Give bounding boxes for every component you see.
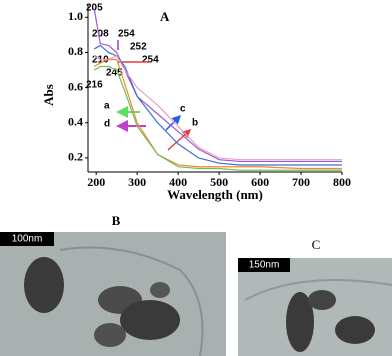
series-line [93,8,342,163]
annotation: 208 [92,29,109,40]
annotation: 245 [106,68,123,79]
y-tick-label: 0.2 [68,150,83,164]
annotation: 254 [118,29,135,40]
y-tick-label: 0.4 [68,115,83,129]
annotation: 210 [92,55,109,66]
series-line [93,65,342,171]
series-line [93,58,342,170]
panel-label: B [112,213,121,228]
film-edge [59,246,204,356]
x-tick-label: 700 [292,175,310,189]
annotation: 252 [130,42,147,53]
image-c: C 150nm [238,237,392,356]
x-tick-label: 300 [128,175,146,189]
annotation: 216 [86,80,103,91]
panel-label: C [312,237,321,252]
scale-label: 100nm [12,234,43,245]
particle [335,316,375,344]
x-tick-label: 400 [169,175,187,189]
y-axis-label: Abs [41,84,56,106]
annotation: c [180,104,186,115]
image-b: B 100nm [0,213,226,356]
y-tick-label: 1.0 [68,9,83,23]
film-edge [244,279,392,301]
x-tick-label: 200 [87,175,105,189]
particle [120,300,180,340]
x-axis-label: Wavelength (nm) [167,187,263,202]
scale-bar [238,258,290,272]
particle [24,257,64,313]
particle [150,282,170,298]
annotation: 254 [142,55,159,66]
annotation: a [104,101,110,112]
annotation: b [192,118,198,129]
series-line [93,44,342,166]
x-tick-label: 600 [251,175,269,189]
scale-bar [0,232,54,246]
particle [94,323,126,347]
y-tick-label: 0.8 [68,44,83,58]
arrow [167,128,192,151]
x-tick-label: 500 [210,175,228,189]
particle [286,292,314,352]
annotation: 205 [86,3,103,14]
y-tick-label: 0.6 [68,79,83,93]
annotation: d [104,119,110,130]
x-tick-label: 800 [333,175,351,189]
particle [308,290,336,310]
chart-title: A [160,9,170,24]
chart: A Wavelength (nm) Abs 205 208 254 252 21… [41,3,351,202]
arrow [165,114,182,131]
scale-label: 150nm [249,260,280,271]
